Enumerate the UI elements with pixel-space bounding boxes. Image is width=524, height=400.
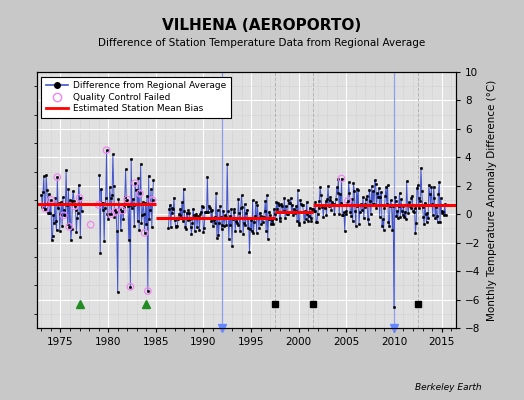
Point: [140, 230, 149, 236]
Point: [102, 147, 111, 154]
Text: VILHENA (AEROPORTO): VILHENA (AEROPORTO): [162, 18, 362, 33]
Point: [53, 174, 61, 180]
Point: [71, 203, 79, 210]
Point: [107, 211, 115, 217]
Point: [126, 284, 135, 290]
Point: [94, 202, 103, 208]
Point: [337, 175, 346, 182]
Text: Difference of Station Temperature Data from Regional Average: Difference of Station Temperature Data f…: [99, 38, 425, 48]
Point: [86, 222, 95, 228]
Point: [148, 197, 157, 203]
Point: [47, 196, 55, 203]
Text: Berkeley Earth: Berkeley Earth: [416, 383, 482, 392]
Point: [41, 205, 50, 212]
Point: [65, 224, 73, 230]
Point: [144, 288, 152, 294]
Point: [75, 195, 84, 201]
Y-axis label: Monthly Temperature Anomaly Difference (°C): Monthly Temperature Anomaly Difference (…: [487, 79, 497, 321]
Point: [131, 180, 139, 186]
Point: [136, 190, 144, 197]
Point: [123, 196, 132, 203]
Point: [112, 208, 121, 215]
Point: [60, 212, 68, 218]
Point: [344, 198, 352, 204]
Point: [118, 208, 127, 214]
